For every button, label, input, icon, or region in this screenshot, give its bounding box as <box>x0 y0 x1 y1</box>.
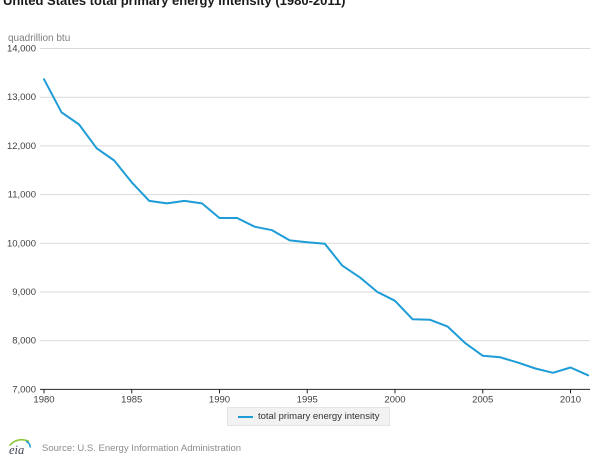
svg-text:11,000: 11,000 <box>8 190 36 201</box>
svg-text:13,000: 13,000 <box>7 92 36 103</box>
legend: total primary energy intensity <box>227 407 391 426</box>
source-text: Source: U.S. Energy Information Administ… <box>42 442 242 454</box>
svg-text:8,000: 8,000 <box>12 336 36 347</box>
svg-text:2010: 2010 <box>560 394 581 405</box>
footer: eia Source: U.S. Energy Information Admi… <box>6 436 241 460</box>
svg-text:eia: eia <box>9 443 24 457</box>
energy-intensity-line-chart: 7,000 8,000 9,000 10,000 11,000 12,000 13,000 1… <box>7 44 590 405</box>
svg-text:2005: 2005 <box>472 394 493 405</box>
svg-text:1995: 1995 <box>297 394 318 405</box>
eia-logo: eia <box>8 438 32 457</box>
svg-text:10,000: 10,000 <box>7 238 36 249</box>
svg-text:1990: 1990 <box>209 394 230 405</box>
y-axis-unit-label: quadrillion btu <box>8 33 71 44</box>
svg-text:7,000: 7,000 <box>12 384 36 395</box>
svg-text:1985: 1985 <box>121 394 142 405</box>
legend-line-swatch <box>238 415 253 418</box>
svg-text:2000: 2000 <box>384 394 405 405</box>
svg-text:14,000: 14,000 <box>7 44 36 55</box>
svg-text:1980: 1980 <box>33 394 54 405</box>
svg-text:12,000: 12,000 <box>7 141 36 152</box>
legend-label: total primary energy intensity <box>258 411 380 422</box>
chart-title: United States total primary energy inten… <box>3 0 346 8</box>
svg-text:9,000: 9,000 <box>12 287 36 298</box>
